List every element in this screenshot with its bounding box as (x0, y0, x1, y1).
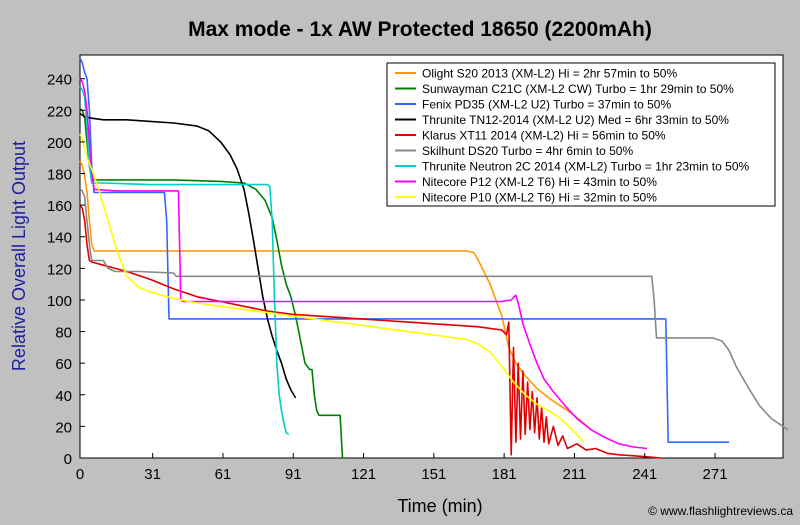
legend-entry-7: Thrunite Neutron 2C 2014 (XM-L2) Turbo =… (422, 160, 750, 174)
x-tick-label: 211 (562, 466, 586, 483)
x-tick-label: 0 (76, 466, 84, 483)
y-tick-label: 180 (47, 167, 72, 184)
y-tick-label: 100 (47, 293, 72, 310)
legend-entry-1: Olight S20 2013 (XM-L2) Hi = 2hr 57min t… (422, 67, 677, 81)
y-tick-label: 240 (47, 72, 72, 89)
y-tick-label: 40 (55, 388, 72, 405)
legend-box (386, 62, 776, 207)
legend-entry-5: Klarus XT11 2014 (XM-L2) Hi = 56min to 5… (422, 129, 666, 143)
legend-entry-2: Sunwayman C21C (XM-L2 CW) Turbo = 1hr 29… (422, 82, 734, 96)
y-tick-label: 120 (47, 261, 72, 278)
x-tick-label: 31 (144, 466, 161, 483)
legend-entry-9: Nitecore P10 (XM-L2 T6) Hi = 32min to 50… (422, 191, 657, 205)
credit-text: © www.flashlightreviews.ca (648, 504, 793, 518)
x-tick-label: 151 (421, 466, 446, 483)
legend-entry-6: Skilhunt DS20 Turbo = 4hr 6min to 50% (422, 144, 633, 158)
series-line-5 (79, 204, 662, 459)
y-tick-label: 20 (55, 419, 72, 436)
chart-title: Max mode - 1x AW Protected 18650 (2200mA… (188, 18, 652, 41)
series-line-3 (79, 57, 730, 443)
legend-entry-3: Fenix PD35 (XM-L2 U2) Turbo = 37min to 5… (422, 98, 671, 112)
y-tick-label: 160 (47, 198, 72, 215)
x-axis-label: Time (min) (397, 496, 482, 516)
y-tick-label: 200 (47, 135, 72, 152)
y-tick-label: 140 (47, 230, 72, 247)
x-tick-label: 181 (492, 466, 517, 483)
y-tick-label: 0 (64, 451, 72, 468)
y-tick-label: 60 (55, 356, 72, 373)
series-line-1 (79, 160, 592, 431)
x-tick-label: 121 (351, 466, 376, 483)
x-tick-label: 241 (632, 466, 657, 483)
y-tick-label: 220 (47, 103, 72, 120)
legend: Olight S20 2013 (XM-L2) Hi = 2hr 57min t… (386, 62, 776, 207)
axes-layer: 0 20 40 60 80 100 120 140 160 180 200 220 240 0 31 61 91… (47, 72, 728, 483)
x-tick-label: 61 (215, 466, 232, 483)
x-tick-label: 91 (285, 466, 302, 483)
series-line-6 (79, 188, 789, 431)
series-line-8 (79, 78, 648, 450)
legend-entry-4: Thrunite TN12-2014 (XM-L2 U2) Med = 6hr … (422, 113, 729, 127)
series-layer (79, 57, 789, 459)
series-line-9 (79, 133, 585, 443)
y-tick-label: 80 (55, 325, 72, 342)
y-axis-label: Relative Overall Light Output (9, 141, 29, 371)
x-tick-label: 271 (703, 466, 728, 483)
legend-entry-8: Nitecore P12 (XM-L2 T6) Hi = 43min to 50… (422, 175, 657, 189)
series-line-7 (79, 86, 290, 435)
